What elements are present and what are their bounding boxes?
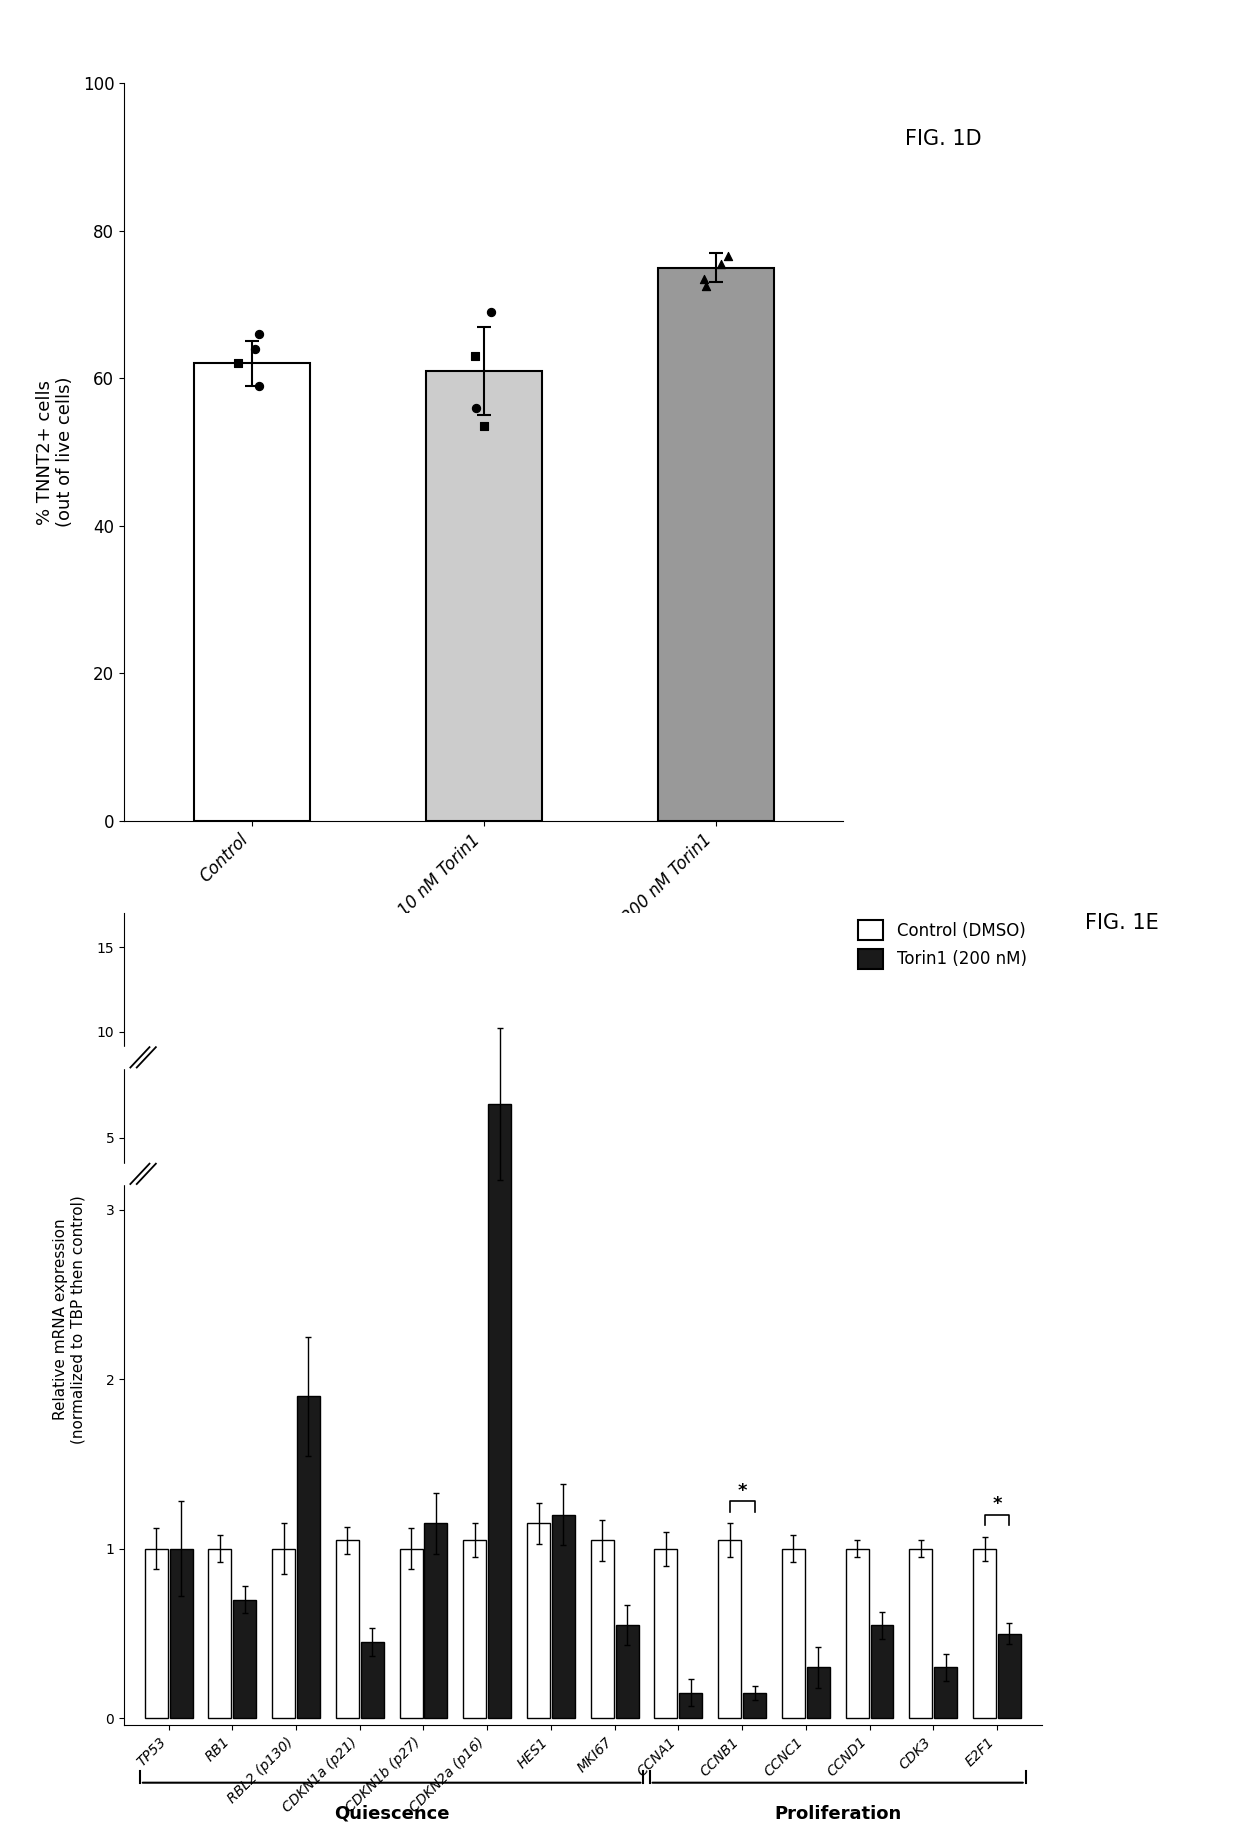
Bar	[208, 1548, 232, 1718]
Legend: Control (DMSO), Torin1 (200 nM): Control (DMSO), Torin1 (200 nM)	[852, 913, 1033, 976]
Bar	[657, 268, 774, 821]
Point	[711, 249, 730, 279]
Text: Quiescence: Quiescence	[334, 1804, 449, 1823]
Bar	[193, 363, 310, 821]
Point	[228, 349, 248, 378]
Bar	[909, 1548, 932, 1718]
Point	[248, 319, 268, 349]
Bar	[489, 1103, 511, 1718]
Bar	[145, 1548, 167, 1718]
Bar	[170, 1548, 192, 1718]
Point	[246, 334, 265, 363]
Bar	[425, 371, 542, 821]
Bar	[615, 1625, 639, 1718]
Bar	[718, 1541, 742, 1718]
Text: Proliferation: Proliferation	[774, 1804, 901, 1823]
Bar	[934, 1668, 957, 1718]
Bar	[527, 1524, 551, 1718]
Point	[718, 242, 738, 271]
Bar	[361, 1642, 383, 1718]
Point	[694, 264, 714, 293]
Bar	[233, 1600, 257, 1718]
Bar	[655, 1548, 677, 1718]
Point	[466, 393, 486, 423]
Bar	[336, 1541, 358, 1718]
Bar	[552, 1515, 575, 1718]
Text: FIG. 1E: FIG. 1E	[1085, 913, 1158, 934]
Bar	[464, 1541, 486, 1718]
Bar	[870, 1625, 894, 1718]
Bar	[743, 1694, 766, 1718]
Bar	[272, 1548, 295, 1718]
Bar	[973, 1548, 996, 1718]
Point	[697, 271, 717, 301]
Bar	[680, 1694, 702, 1718]
Point	[474, 411, 494, 441]
Bar	[782, 1548, 805, 1718]
Bar	[807, 1668, 830, 1718]
Point	[249, 371, 269, 400]
Bar	[298, 1397, 320, 1718]
Bar	[590, 1541, 614, 1718]
Point	[465, 341, 485, 371]
Bar	[846, 1548, 868, 1718]
Bar	[424, 1524, 448, 1718]
Point	[481, 297, 501, 327]
Text: *: *	[738, 1482, 746, 1500]
Text: *: *	[992, 1494, 1002, 1513]
Bar	[399, 1548, 423, 1718]
Y-axis label: % TNNT2+ cells
(out of live cells): % TNNT2+ cells (out of live cells)	[36, 376, 74, 528]
Bar	[998, 1633, 1021, 1718]
Y-axis label: Relative mRNA expression
(normalized to TBP then control): Relative mRNA expression (normalized to …	[53, 1196, 86, 1443]
Text: FIG. 1D: FIG. 1D	[905, 129, 982, 149]
